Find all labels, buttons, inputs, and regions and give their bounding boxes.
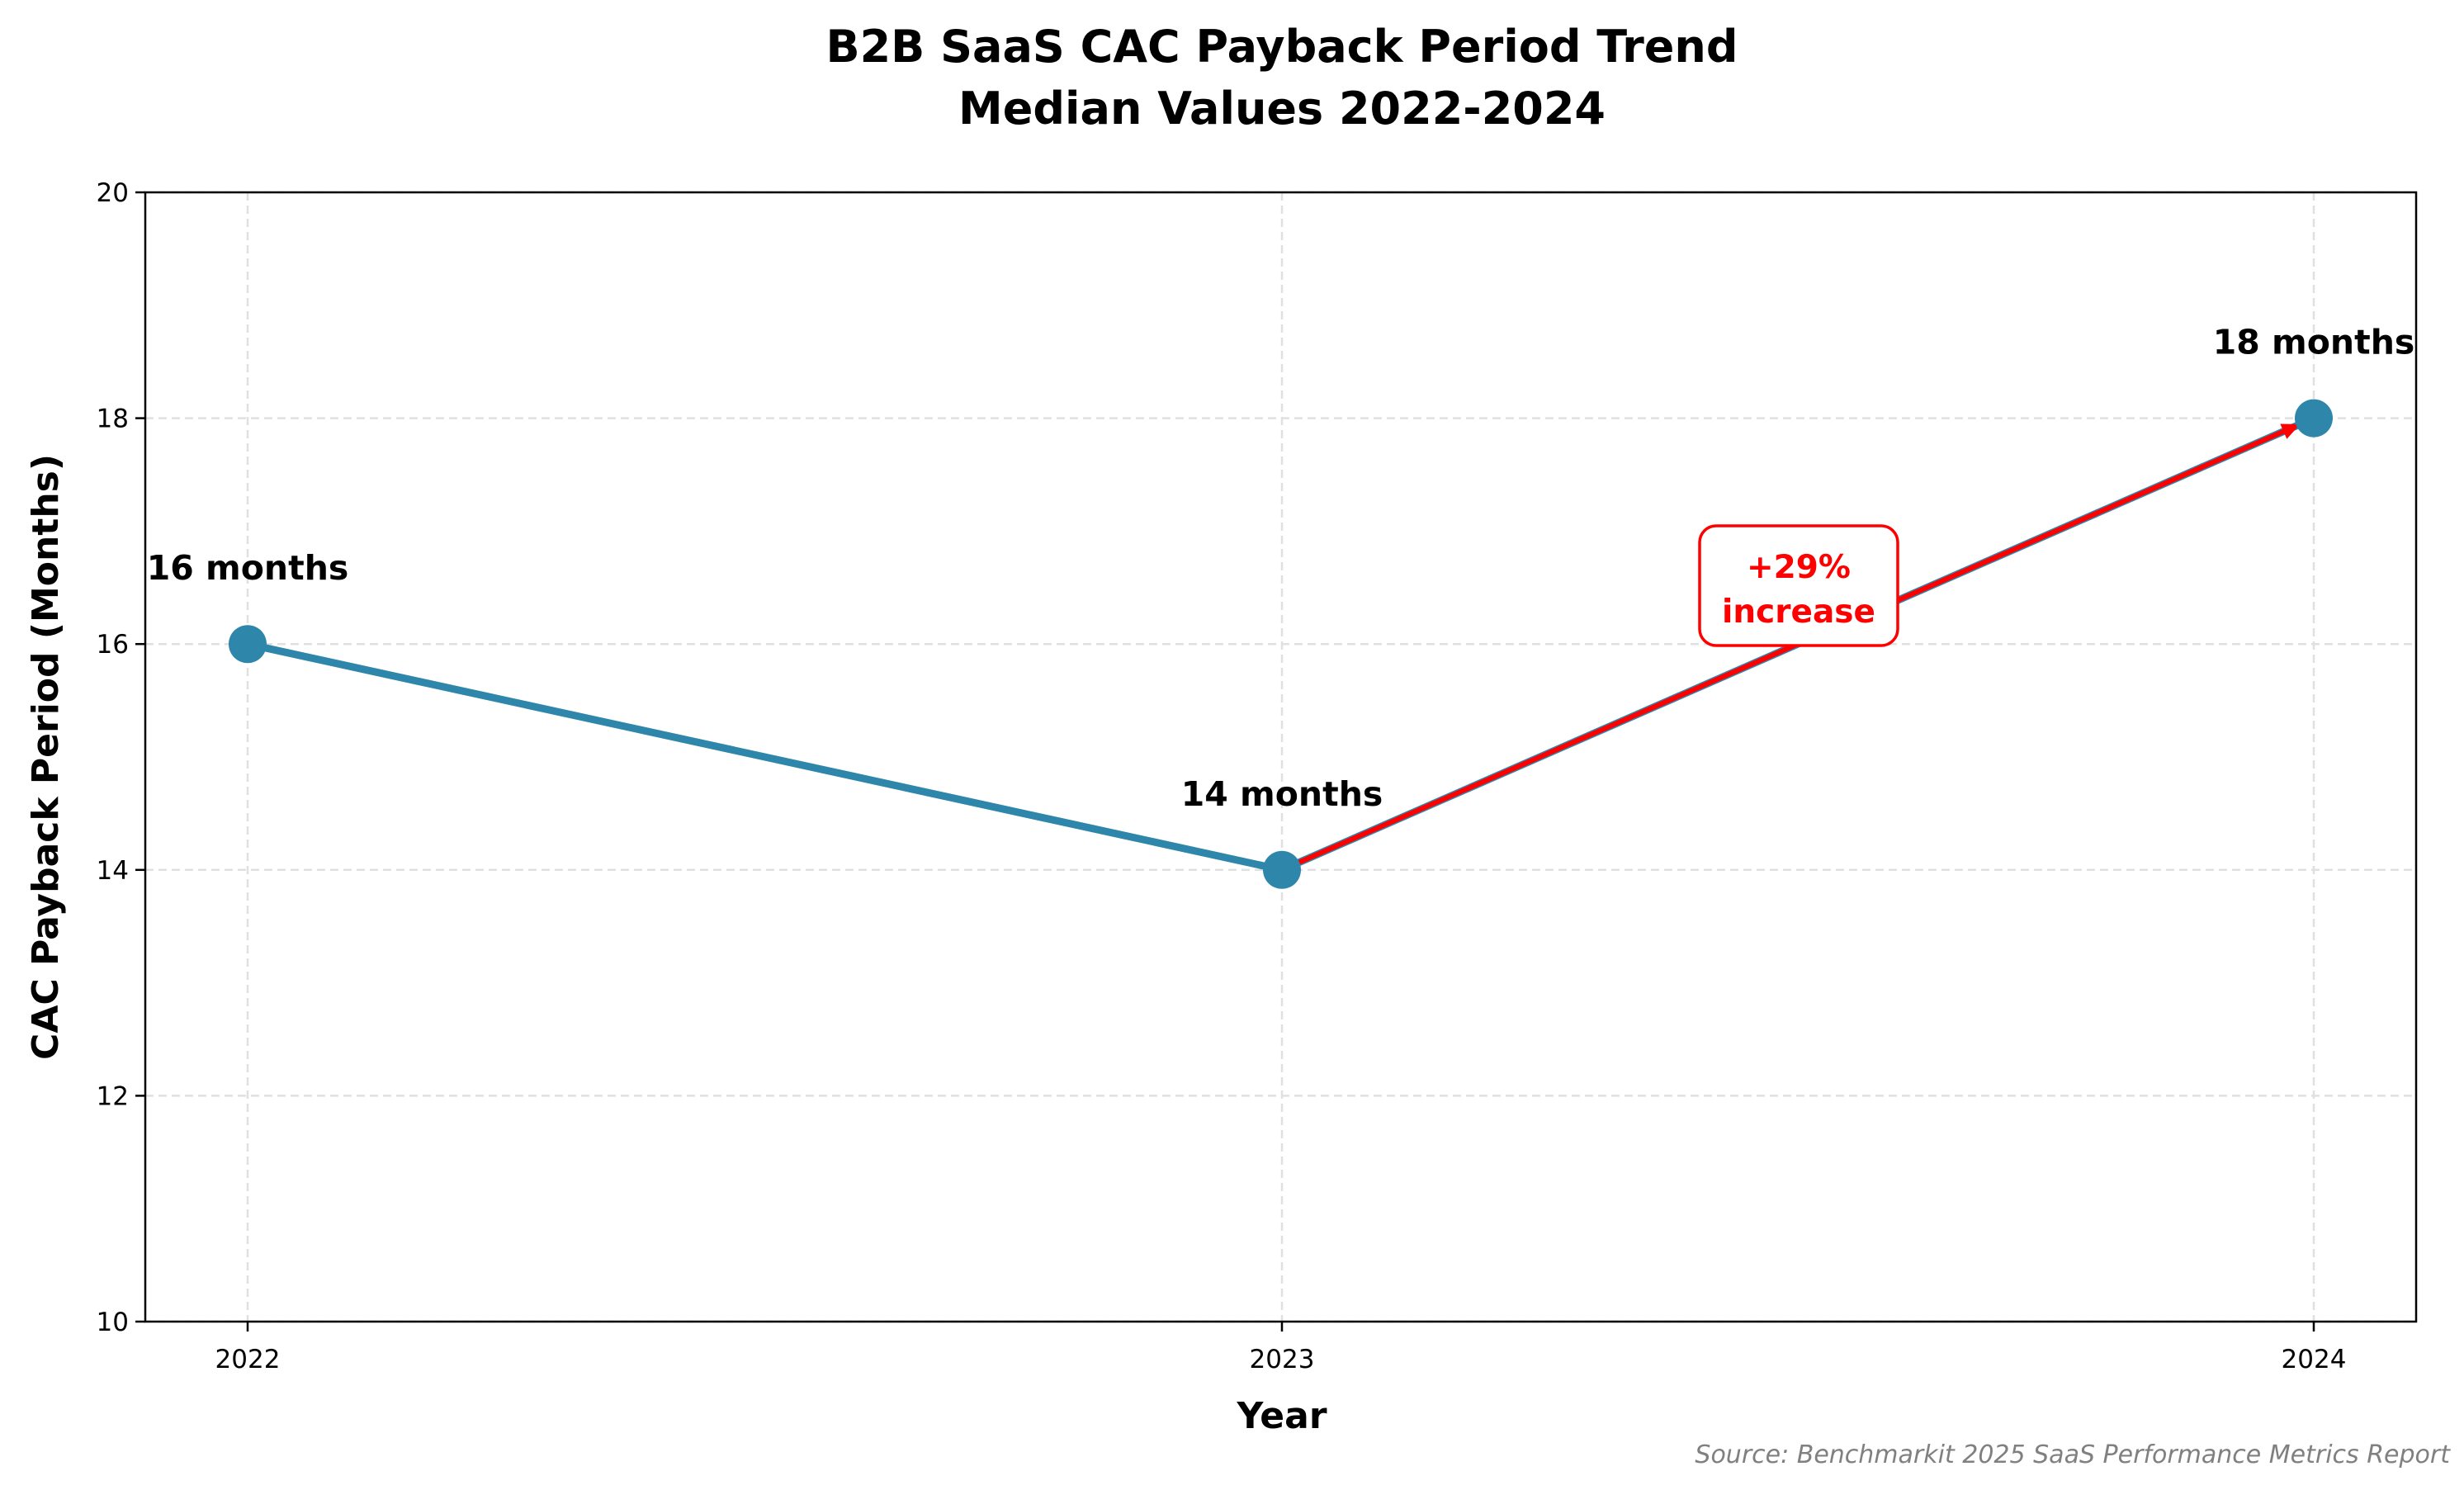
annotation: +29% increase bbox=[1698, 524, 1899, 647]
x-tick-label: 2022 bbox=[215, 1345, 281, 1374]
plot-frame bbox=[144, 191, 2418, 1323]
grid bbox=[145, 191, 2416, 1323]
x-axis-label: Year bbox=[1236, 1395, 1327, 1437]
y-tick-label: 10 bbox=[97, 1308, 129, 1337]
y-axis-label: CAC Payback Period (Months) bbox=[25, 454, 67, 1060]
x-tick-label: 2024 bbox=[2282, 1345, 2347, 1374]
annotation-text-line1: +29% bbox=[1747, 549, 1851, 586]
y-tick-label: 16 bbox=[97, 630, 129, 660]
source-note: Source: Benchmarkit 2025 SaaS Performanc… bbox=[1695, 1440, 2451, 1469]
data-point bbox=[2295, 399, 2333, 438]
annotation-box bbox=[1698, 524, 1899, 647]
series-line: 16 months 14 months 18 months bbox=[147, 323, 2415, 889]
y-tick-label: 12 bbox=[97, 1081, 129, 1111]
data-label: 14 months bbox=[1181, 774, 1383, 814]
annotation-arrow bbox=[1280, 425, 2294, 873]
annotation-text-line2: increase bbox=[1722, 594, 1875, 631]
x-axis-ticks: 2022 2023 2024 bbox=[215, 1322, 2347, 1374]
data-point bbox=[229, 625, 267, 664]
x-tick-label: 2023 bbox=[1250, 1345, 1315, 1374]
y-axis-ticks: 10 12 14 16 18 20 bbox=[97, 178, 145, 1337]
chart-title: B2B SaaS CAC Payback Period Trend bbox=[825, 21, 1738, 73]
data-point bbox=[1263, 850, 1301, 889]
data-label: 16 months bbox=[147, 548, 349, 588]
y-tick-label: 14 bbox=[97, 856, 129, 886]
annotation-arrowhead bbox=[2280, 423, 2301, 439]
data-label: 18 months bbox=[2213, 323, 2415, 362]
chart-subtitle: Median Values 2022-2024 bbox=[958, 83, 1606, 135]
y-tick-label: 20 bbox=[97, 178, 129, 208]
y-tick-label: 18 bbox=[97, 404, 129, 434]
